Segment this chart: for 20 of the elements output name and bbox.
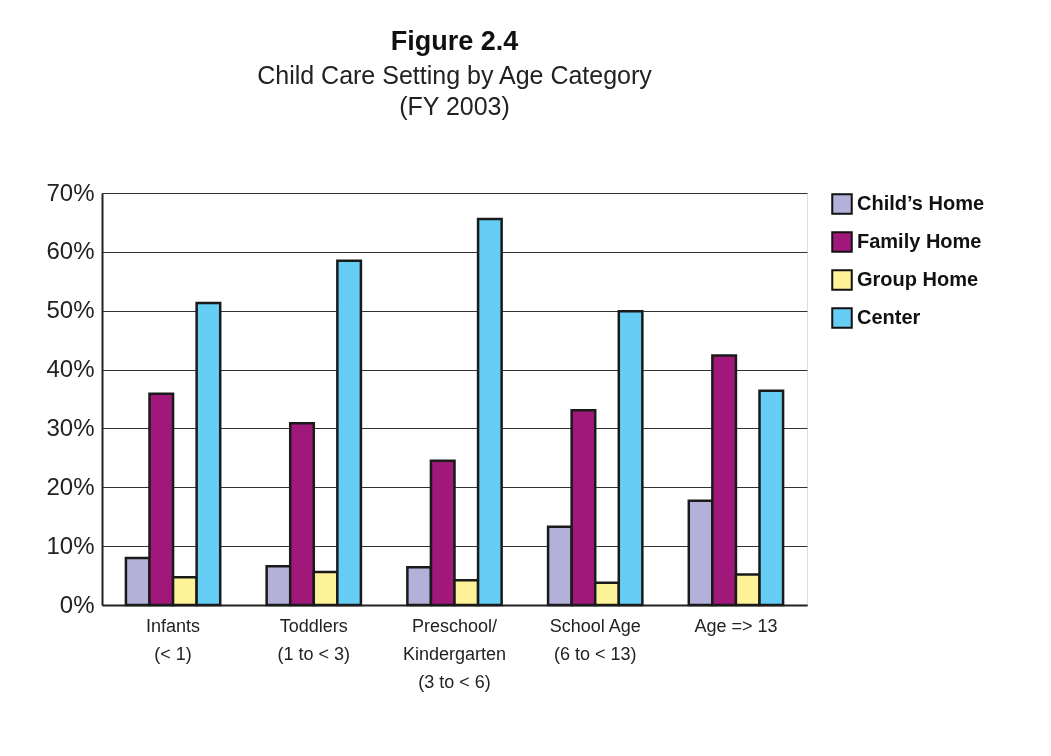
x-tick-label: Infants (< 1) bbox=[146, 615, 201, 664]
x-tick-label: Age => 13 bbox=[694, 615, 778, 636]
y-tick-label: 60% bbox=[46, 237, 95, 265]
y-tick-label: 0% bbox=[59, 590, 95, 618]
chart-title: Figure 2.4 bbox=[390, 26, 519, 56]
legend-label: Family Home bbox=[857, 230, 982, 252]
y-tick-label: 40% bbox=[46, 355, 95, 383]
y-tick-label: 50% bbox=[46, 296, 95, 324]
legend-label: Child’s Home bbox=[857, 192, 985, 214]
y-tick-label: 10% bbox=[46, 531, 95, 559]
text: Child Care Setting by Age Category bbox=[257, 61, 652, 89]
legend-label: Group Home bbox=[857, 268, 979, 290]
x-tick-label: Toddlers (1 to < 3) bbox=[277, 615, 351, 664]
y-tick-label: 30% bbox=[46, 413, 95, 441]
text: (FY 2003) bbox=[399, 92, 510, 120]
x-tick-label: School Age (6 to < 13) bbox=[549, 615, 641, 664]
x-tick-label: Preschool/ Kindergarten (3 to < 6) bbox=[402, 615, 507, 692]
y-tick-label: 70% bbox=[46, 178, 95, 206]
legend-label: Center bbox=[857, 306, 921, 328]
y-tick-label: 20% bbox=[46, 472, 95, 500]
